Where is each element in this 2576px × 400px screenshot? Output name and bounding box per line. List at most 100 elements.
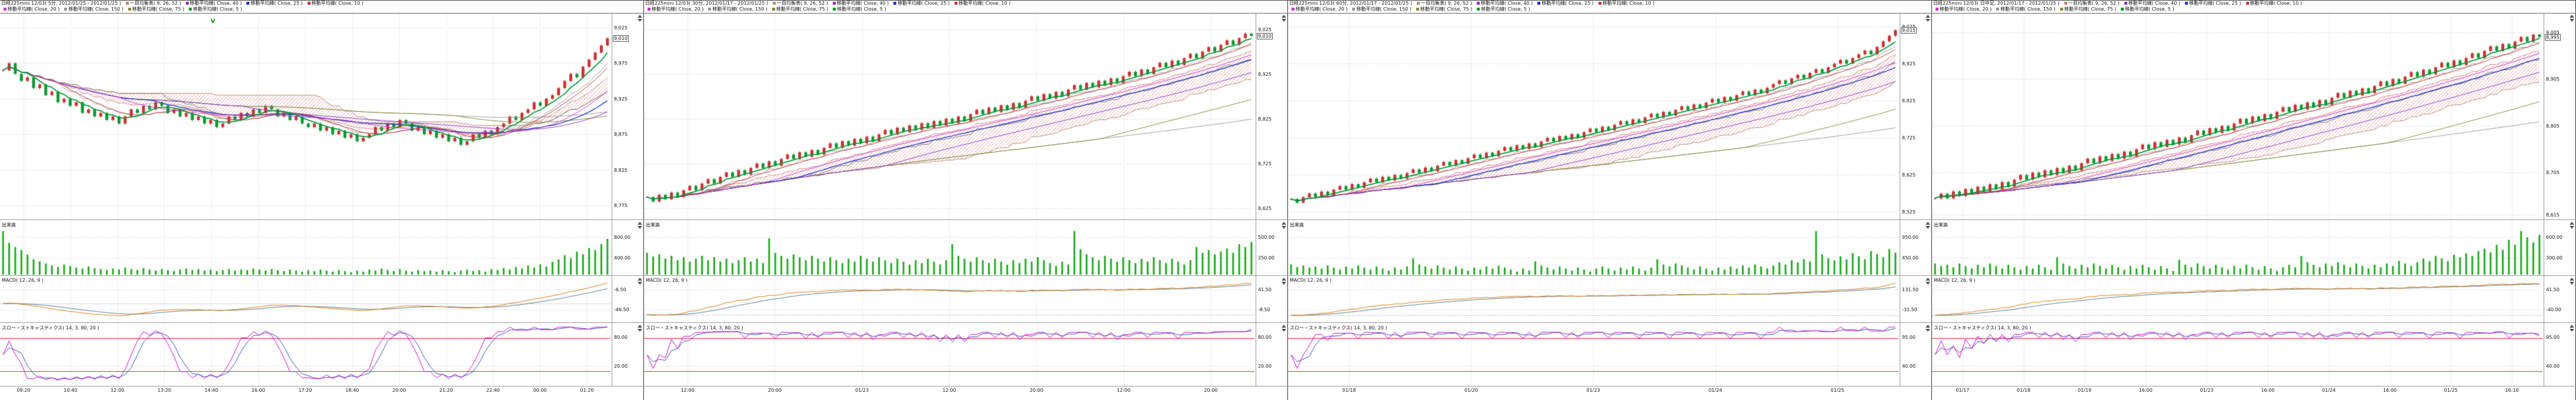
- scroll-up-icon[interactable]: [1926, 278, 1930, 281]
- legend-row-2: 移動平均線( Close, 20 ) 移動平均線( Close, 150 ) 移動平…: [645, 6, 889, 12]
- legend-item: 移動平均線( Close, 75 ): [126, 6, 184, 12]
- header-row-1: 日経225mini 12/03( 60分, 2012/01/17 - 2012/…: [1288, 1, 1931, 6]
- scroll-up-icon[interactable]: [1282, 278, 1286, 281]
- x-axis-label: 01:20: [580, 388, 594, 393]
- legend-color-icon: [2185, 2, 2188, 5]
- scroll-down-icon[interactable]: [2570, 226, 2574, 229]
- legend-item: 移動平均線( Close, 20 ): [1933, 6, 1991, 12]
- price-tick-label: 8,975: [614, 61, 628, 66]
- legend-row-1: 一目均衡表( 9, 26, 52 ) 移動平均線( Close, 40 ) 移動平均…: [1414, 1, 1657, 6]
- scroll-down-icon[interactable]: [2570, 329, 2574, 332]
- scroll-up-icon[interactable]: [638, 325, 642, 328]
- price-tick-label: 8,925: [614, 96, 628, 102]
- x-axis-label: 21:20: [439, 388, 453, 393]
- scroll-down-icon[interactable]: [1926, 19, 1930, 22]
- legend-item: 移動平均線( Close, 5 ): [2118, 6, 2174, 12]
- legend-item: 移動平均線( Close, 25 ): [891, 1, 950, 6]
- last-price-box: 9,015: [1901, 27, 1917, 34]
- chart-canvas[interactable]: [0, 14, 610, 386]
- chart-title: 日経225mini 12/03( 60分, 2012/01/17 - 2012/…: [1289, 1, 1412, 6]
- scroll-up-icon[interactable]: [1926, 325, 1930, 328]
- legend-item: 移動平均線( Close, 5 ): [830, 6, 886, 12]
- header-row-2: 移動平均線( Close, 20 ) 移動平均線( Close, 150 ) 移動平…: [644, 6, 1287, 12]
- x-axis-label: 01/17: [1956, 388, 1970, 393]
- scroll-down-icon[interactable]: [1926, 226, 1930, 229]
- legend-item: 移動平均線( Close, 150 ): [706, 6, 768, 12]
- legend-color-icon: [307, 2, 311, 5]
- legend-item: 一目均衡表( 9, 26, 52 ): [770, 1, 828, 6]
- legend-item: 移動平均線( Close, 25 ): [2183, 1, 2241, 6]
- legend-item: 移動平均線( Close, 40 ): [830, 1, 889, 6]
- legend-color-icon: [2064, 2, 2067, 5]
- price-tick-label: 9,025: [1258, 26, 1272, 32]
- legend-label: 一目均衡表( 9, 26, 52 ): [776, 1, 828, 6]
- legend-color-icon: [1416, 2, 1420, 5]
- stoch-tick-label: 40.00: [2546, 364, 2560, 369]
- legend-color-icon: [2245, 2, 2249, 5]
- scroll-up-icon[interactable]: [1282, 222, 1286, 225]
- scroll-down-icon[interactable]: [638, 226, 642, 229]
- stoch-tick-label: 20.00: [614, 364, 628, 369]
- scroll-up-icon[interactable]: [2570, 278, 2574, 281]
- legend-color-icon: [1352, 8, 1356, 11]
- scroll-up-icon[interactable]: [638, 278, 642, 281]
- volume-tick-label: 950.00: [1902, 234, 1918, 240]
- legend-color-icon: [832, 2, 836, 5]
- price-tick-label: 8,805: [2546, 123, 2560, 129]
- x-axis-label: 12:00: [680, 388, 695, 393]
- legend-row-1: 一目均衡表( 9, 26, 52 ) 移動平均線( Close, 40 ) 移動平均…: [2062, 1, 2304, 6]
- legend-color-icon: [125, 2, 129, 5]
- scroll-up-icon[interactable]: [1282, 325, 1286, 328]
- chart-canvas[interactable]: [644, 14, 1254, 386]
- scroll-down-icon[interactable]: [638, 282, 642, 285]
- scroll-up-icon[interactable]: [2570, 15, 2574, 18]
- scroll-down-icon[interactable]: [2570, 19, 2574, 22]
- scroll-up-icon[interactable]: [638, 15, 642, 18]
- legend-item: 移動平均線( Close, 75 ): [2058, 6, 2116, 12]
- chart-canvas[interactable]: [1288, 14, 1898, 386]
- scroll-up-icon[interactable]: [1926, 15, 1930, 18]
- legend-label: 移動平均線( Close, 75 ): [132, 6, 185, 12]
- legend-item: 移動平均線( Close, 20 ): [1, 6, 59, 12]
- x-axis-label: 18:40: [345, 388, 359, 393]
- scroll-up-icon[interactable]: [1282, 15, 1286, 18]
- scroll-up-icon[interactable]: [2570, 222, 2574, 225]
- scroll-down-icon[interactable]: [1282, 282, 1286, 285]
- legend-item: 一目均衡表( 9, 26, 52 ): [1414, 1, 1472, 6]
- scroll-down-icon[interactable]: [1282, 19, 1286, 22]
- legend-color-icon: [1476, 2, 1480, 5]
- scroll-down-icon[interactable]: [1926, 282, 1930, 285]
- header-row-2: 移動平均線( Close, 20 ) 移動平均線( Close, 150 ) 移動平…: [1932, 6, 2575, 12]
- price-tick-label: 8,825: [614, 167, 628, 173]
- legend-color-icon: [772, 8, 775, 11]
- last-price-box: 8,995: [2545, 34, 2561, 41]
- x-axis-label: 01/24: [2322, 388, 2336, 393]
- scroll-up-icon[interactable]: [1926, 222, 1930, 225]
- legend-label: 移動平均線( Close, 75 ): [2064, 6, 2117, 12]
- legend-label: 移動平均線( Close, 20 ): [652, 6, 704, 12]
- volume-tick-label: 250.00: [1258, 255, 1274, 261]
- scroll-down-icon[interactable]: [1926, 329, 1930, 332]
- macd-tick-label: 131.50: [1902, 286, 1918, 292]
- scroll-up-icon[interactable]: [2570, 325, 2574, 328]
- legend-color-icon: [708, 8, 712, 11]
- chart-canvas[interactable]: [1932, 14, 2542, 386]
- scroll-down-icon[interactable]: [638, 329, 642, 332]
- legend-label: 移動平均線( Close, 150 ): [1356, 6, 1412, 12]
- scroll-down-icon[interactable]: [1282, 329, 1286, 332]
- legend-label: 移動平均線( Close, 40 ): [836, 1, 889, 6]
- legend-item: 一目均衡表( 9, 26, 52 ): [2062, 1, 2120, 6]
- scroll-down-icon[interactable]: [2570, 282, 2574, 285]
- x-axis-label: 16:00: [2383, 388, 2397, 393]
- chart-title: 日経225mini 12/03( 30分, 2012/01/17 - 2012/…: [645, 1, 768, 6]
- scroll-up-icon[interactable]: [638, 222, 642, 225]
- x-axis-label: 01/25: [2444, 388, 2458, 393]
- scroll-down-icon[interactable]: [1282, 226, 1286, 229]
- scroll-down-icon[interactable]: [638, 19, 642, 22]
- x-axis-label: 01/18: [2017, 388, 2031, 393]
- legend-color-icon: [954, 2, 957, 5]
- x-axis-label: 16:10: [2505, 388, 2519, 393]
- price-tick-label: 9,025: [1902, 24, 1916, 30]
- legend-label: 一目均衡表( 9, 26, 52 ): [1420, 1, 1472, 6]
- legend-label: 移動平均線( Close, 20 ): [1296, 6, 1348, 12]
